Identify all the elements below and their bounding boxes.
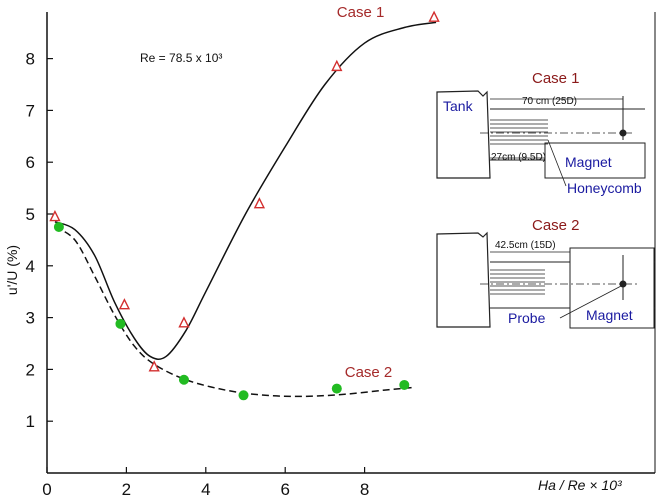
series-markers bbox=[49, 10, 440, 401]
data-point-case2 bbox=[53, 221, 64, 232]
y-ticks: 1 2 3 4 5 6 7 8 bbox=[26, 50, 53, 431]
series-line-case1 bbox=[54, 21, 437, 360]
data-point-case1 bbox=[253, 197, 266, 209]
inset-case2-title: Case 2 bbox=[532, 217, 580, 234]
series-labels: Case 1 Case 2 bbox=[337, 4, 392, 381]
x-tick-label: 6 bbox=[280, 480, 289, 499]
x-tick-label: 4 bbox=[201, 480, 210, 499]
inset-case1-dim-bottom-label: 27cm (9.5D) bbox=[491, 152, 546, 163]
plot-frame bbox=[46, 12, 656, 474]
data-point-case1 bbox=[428, 10, 440, 22]
y-tick-label: 7 bbox=[26, 101, 35, 120]
data-point-case1 bbox=[148, 360, 160, 372]
data-point-case1 bbox=[49, 210, 61, 222]
inset-case1-tank-label: Tank bbox=[443, 98, 474, 114]
series-label: Case 1 bbox=[337, 4, 385, 21]
y-tick-label: 5 bbox=[26, 205, 35, 224]
inset-case1: Case 1 Tank 70 cm (25D) 27cm (9.5D) Magn… bbox=[436, 70, 646, 196]
inset-case2-probe-leader bbox=[559, 284, 624, 319]
x-tick-label: 2 bbox=[122, 480, 131, 499]
inset-case1-title: Case 1 bbox=[532, 70, 580, 87]
inset-case1-honeycomb-leader bbox=[547, 139, 567, 187]
x-axis-title: Ha / Re × 10³ bbox=[538, 477, 622, 493]
inset-case2: Case 2 42.5cm (15D) Probe Magnet bbox=[436, 217, 655, 329]
x-ticks: 0 2 4 6 8 bbox=[42, 467, 369, 499]
y-tick-label: 6 bbox=[26, 153, 35, 172]
y-tick-label: 1 bbox=[26, 412, 35, 431]
inset-case1-honeycomb bbox=[490, 119, 548, 145]
series-line-case2 bbox=[54, 226, 413, 398]
y-tick-label: 8 bbox=[26, 50, 35, 69]
inset-case1-probe-dot bbox=[619, 129, 627, 137]
data-point-case2 bbox=[115, 318, 126, 329]
x-tick-label: 0 bbox=[42, 480, 51, 499]
inset-case2-honeycomb bbox=[490, 269, 545, 295]
inset-case1-dim-top-label: 70 cm (25D) bbox=[522, 96, 577, 107]
data-point-case2 bbox=[178, 374, 189, 385]
y-tick-label: 4 bbox=[26, 257, 35, 276]
inset-case2-probe-label: Probe bbox=[508, 310, 546, 326]
data-point-case1 bbox=[118, 298, 131, 310]
inset-case1-magnet-label: Magnet bbox=[565, 154, 612, 170]
y-tick-label: 2 bbox=[26, 360, 35, 379]
inset-case1-magnet-box bbox=[544, 142, 646, 179]
data-point-case1 bbox=[178, 316, 190, 328]
inset-case2-magnet-box bbox=[569, 247, 655, 329]
reynolds-annotation: Re = 78.5 x 10³ bbox=[140, 51, 222, 65]
inset-case2-tank-outline bbox=[436, 231, 491, 328]
data-point-case2 bbox=[399, 379, 410, 390]
y-tick-label: 3 bbox=[26, 309, 35, 328]
inset-case1-tank-outline bbox=[436, 90, 491, 179]
x-tick-label: 8 bbox=[360, 480, 369, 499]
series-curves bbox=[54, 21, 437, 398]
inset-case2-dim-top-label: 42.5cm (15D) bbox=[495, 240, 556, 251]
inset-case2-magnet-label: Magnet bbox=[586, 307, 633, 323]
series-label: Case 2 bbox=[345, 364, 393, 381]
data-point-case2 bbox=[238, 390, 249, 401]
y-axis-title: u'/U (%) bbox=[4, 245, 20, 295]
inset-case1-honeycomb-label: Honeycomb bbox=[567, 180, 642, 196]
data-point-case2 bbox=[331, 383, 342, 394]
data-point-case1 bbox=[331, 59, 343, 72]
